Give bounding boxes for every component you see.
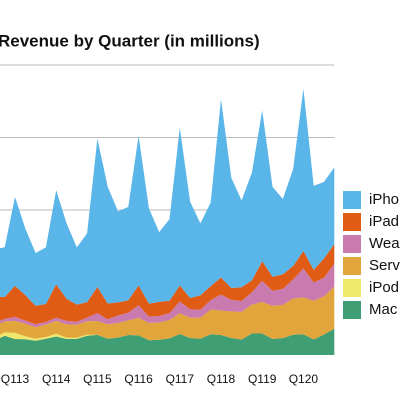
- legend-swatch: [343, 257, 361, 275]
- legend-label: Services: [369, 257, 400, 274]
- x-tick-label: Q119: [248, 372, 277, 386]
- legend-swatch: [343, 191, 361, 209]
- x-tick-label: Q120: [289, 372, 319, 386]
- x-tick-label: Q118: [207, 372, 236, 386]
- x-tick-label: Q114: [42, 372, 71, 386]
- legend-label: Wearables: [369, 235, 400, 252]
- legend-swatch: [343, 235, 361, 253]
- x-tick-label: Q117: [166, 372, 195, 386]
- area: [0, 263, 335, 328]
- area: [0, 244, 335, 325]
- legend-label: iPad: [369, 213, 399, 230]
- legend-swatch: [343, 279, 361, 297]
- legend-label: Mac: [369, 301, 398, 318]
- legend-swatch: [343, 301, 361, 319]
- area: [0, 328, 335, 341]
- area: [0, 88, 335, 306]
- area: [0, 328, 335, 355]
- x-tick-label: Q116: [124, 372, 153, 386]
- legend-label: iPhone: [369, 191, 400, 208]
- x-tick-label: Q113: [1, 372, 30, 386]
- x-tick-label: Q115: [83, 372, 112, 386]
- legend-swatch: [343, 213, 361, 231]
- area: [0, 286, 335, 341]
- legend-label: iPod: [369, 279, 399, 296]
- chart-title: Revenue by Quarter (in millions): [0, 31, 260, 50]
